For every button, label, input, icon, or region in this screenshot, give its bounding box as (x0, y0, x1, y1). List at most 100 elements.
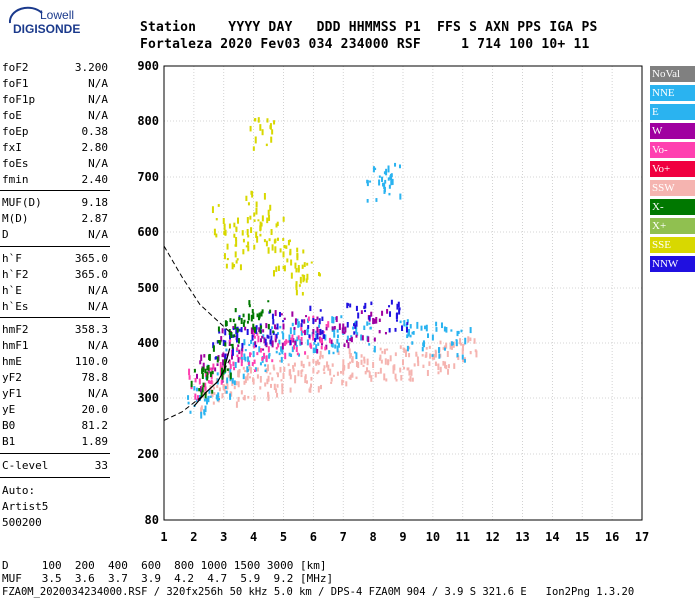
data-point (282, 323, 285, 330)
x-tick-label: 6 (310, 530, 317, 544)
data-point (254, 118, 257, 122)
data-point (246, 329, 249, 335)
param-value: N/A (88, 339, 108, 352)
data-point (259, 375, 262, 383)
data-point (342, 359, 345, 366)
data-point (228, 223, 231, 229)
data-point (282, 265, 285, 270)
header-values: Fortaleza 2020 Fev03 034 234000 RSF 1 71… (140, 37, 590, 52)
data-point (284, 352, 287, 360)
data-point (271, 341, 274, 345)
data-point (272, 330, 275, 334)
data-point (248, 365, 251, 371)
data-point (189, 410, 192, 414)
data-point (231, 377, 234, 384)
data-point (269, 372, 272, 375)
data-point (235, 401, 238, 408)
data-point (272, 319, 275, 325)
data-point (288, 352, 291, 357)
data-point (428, 345, 431, 349)
data-point (366, 321, 369, 326)
data-point (289, 340, 292, 346)
data-point (226, 383, 229, 390)
data-point (218, 398, 221, 401)
data-point (244, 376, 247, 384)
muf-value-row: MUF 3.5 3.6 3.7 3.9 4.2 4.7 5.9 9.2 [MHz… (2, 572, 334, 585)
data-point (438, 354, 441, 359)
data-point (256, 332, 259, 336)
data-point (318, 329, 321, 335)
data-point (277, 343, 280, 348)
file-info-footer: FZA0M_2020034234000.RSF / 320fx256h 50 k… (2, 586, 635, 598)
data-point (426, 369, 429, 376)
data-point (247, 372, 250, 376)
data-point (325, 324, 328, 327)
data-point (275, 388, 278, 393)
data-point (255, 327, 258, 334)
param-separator (0, 317, 110, 318)
legend-item-nne: NNE (650, 85, 695, 101)
data-point (323, 334, 326, 339)
data-point (223, 253, 226, 260)
param-value: 78.8 (81, 371, 109, 384)
data-point (388, 305, 391, 308)
data-point (425, 347, 428, 350)
param-value: 365.0 (74, 268, 108, 281)
data-point (273, 120, 276, 125)
data-point (279, 359, 282, 363)
data-point (267, 364, 270, 372)
data-point (369, 180, 372, 183)
data-point (352, 326, 355, 330)
data-point (282, 373, 285, 379)
data-point (218, 387, 221, 392)
data-point (435, 321, 438, 327)
data-point (295, 289, 298, 296)
param-name: h`E (2, 284, 22, 297)
param-row-b0: B0 81.2 (2, 419, 108, 433)
param-row-he: h`E N/A (2, 284, 108, 298)
data-point (224, 390, 227, 394)
data-point (443, 326, 446, 332)
data-point (315, 360, 318, 366)
data-point (222, 359, 225, 366)
data-point (235, 327, 238, 335)
y-tick-label: 400 (137, 336, 159, 350)
data-point (310, 383, 313, 388)
data-point (266, 378, 269, 385)
model-curves (163, 245, 231, 421)
data-point (228, 359, 231, 365)
data-point (259, 329, 262, 334)
data-point (407, 367, 410, 371)
data-point (395, 319, 398, 322)
data-point (276, 332, 279, 335)
data-point (295, 344, 298, 348)
data-point (387, 165, 390, 173)
data-point (272, 270, 275, 277)
data-point (207, 395, 210, 403)
param-value: 1.89 (81, 435, 109, 448)
data-point (405, 326, 408, 333)
data-point (256, 367, 259, 372)
auto-label: Auto: (2, 484, 36, 497)
data-point (440, 322, 443, 329)
data-point (467, 336, 470, 343)
data-point (312, 367, 315, 374)
data-point (260, 222, 263, 227)
data-point (372, 166, 375, 173)
data-point (383, 186, 386, 193)
param-name: foF2 (2, 61, 29, 74)
data-point (333, 332, 336, 338)
data-point (317, 272, 320, 276)
data-point (360, 354, 363, 358)
y-tick-label: 900 (137, 59, 159, 73)
data-point (336, 329, 339, 333)
data-point (368, 322, 371, 325)
data-point (422, 364, 425, 369)
param-row-fof2: foF2 3.200 (2, 61, 108, 75)
data-point (399, 367, 402, 373)
data-point (378, 357, 381, 361)
data-point (319, 328, 322, 336)
data-point (336, 338, 339, 344)
data-point (253, 359, 256, 364)
data-point (291, 322, 294, 327)
